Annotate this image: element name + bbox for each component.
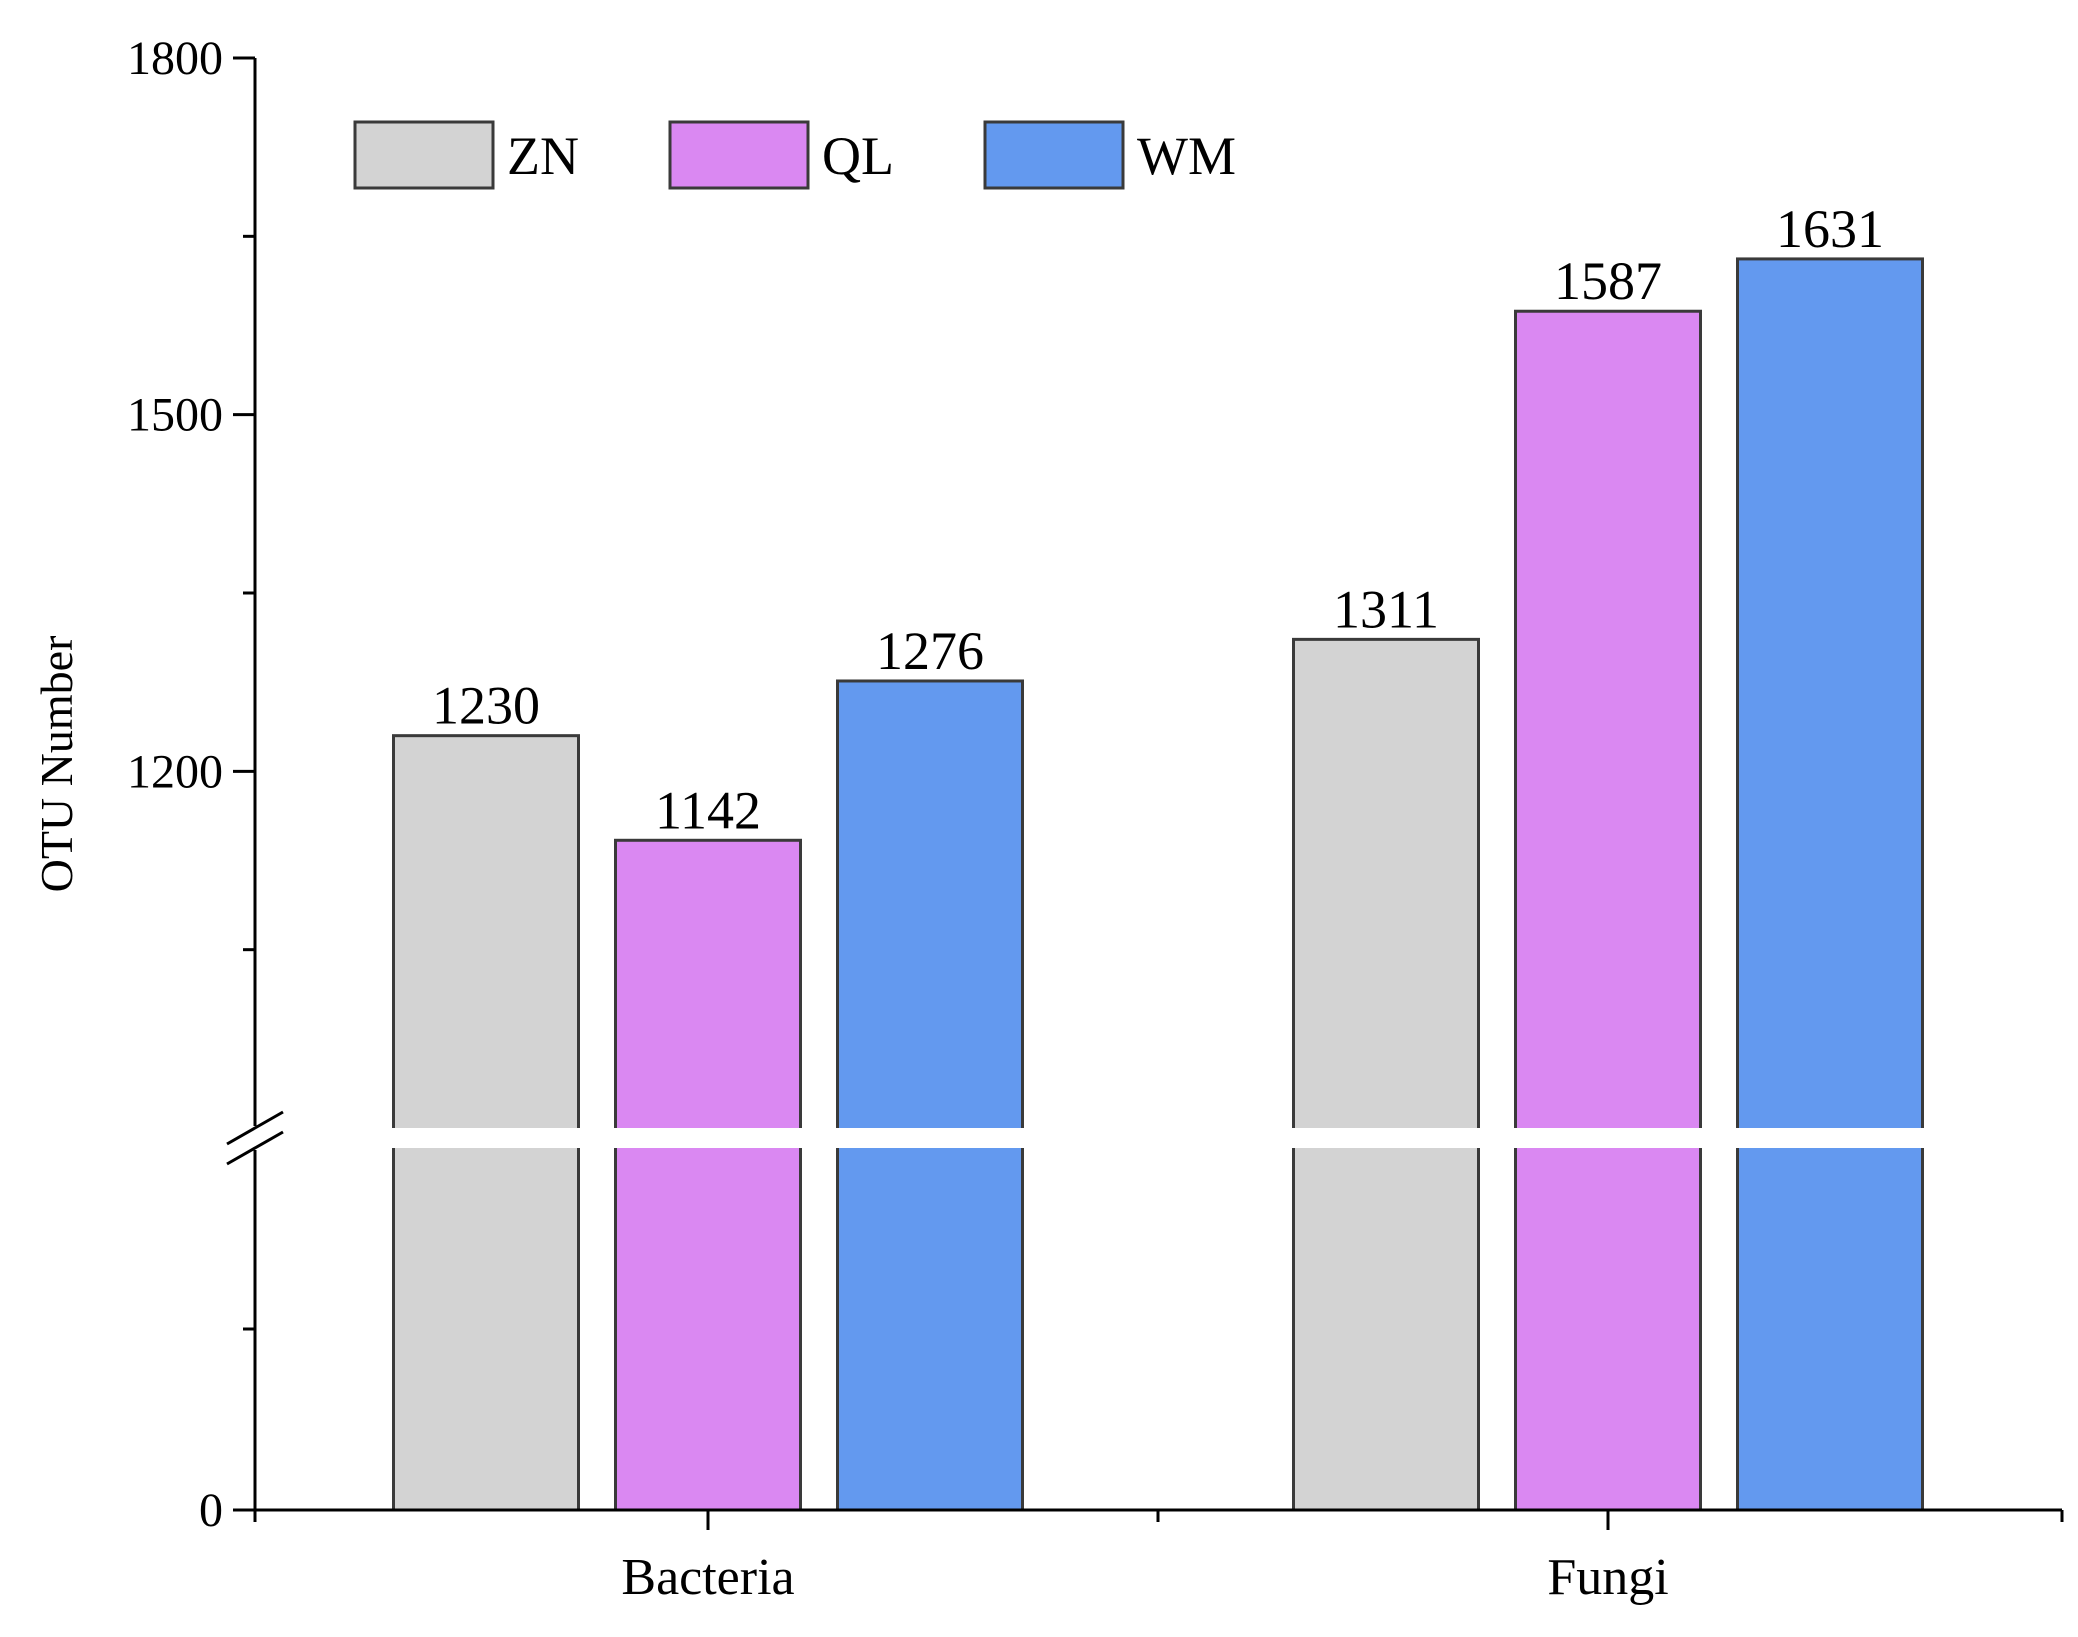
data-label-fungi-ql: 1587 — [1554, 251, 1662, 311]
legend-label-wm: WM — [1137, 126, 1236, 186]
bar-fungi-ql — [1514, 309, 1702, 1512]
legend: ZN QL WM — [353, 120, 1236, 190]
legend-label-ql: QL — [822, 126, 894, 186]
x-category-label: Fungi — [1547, 1549, 1668, 1606]
legend-swatch-ql — [668, 120, 810, 190]
bar-fungi-wm — [1736, 257, 1924, 1512]
y-axis-title: OTU Number — [31, 636, 82, 893]
data-label-bacteria-zn: 1230 — [432, 676, 540, 736]
data-labels-layer: 1230 1142 1276 1311 1587 1631 — [432, 199, 1884, 840]
y-tick-label: 1500 — [127, 389, 223, 442]
data-label-fungi-zn: 1311 — [1333, 579, 1439, 639]
bar-bacteria-wm — [836, 679, 1024, 1512]
legend-label-zn: ZN — [507, 126, 579, 186]
bar-bacteria-ql — [614, 838, 802, 1512]
bar-bacteria-zn — [392, 734, 580, 1512]
axis-break-mark — [226, 1130, 284, 1166]
axes-layer: 1200 1500 1800 0 Bacteria Fungi OTU Number — [31, 32, 2064, 1606]
legend-swatch-wm — [983, 120, 1125, 190]
y-tick-label: 0 — [199, 1484, 223, 1537]
x-category-label: Bacteria — [621, 1549, 794, 1606]
data-label-bacteria-wm: 1276 — [876, 621, 984, 681]
bar-fungi-zn — [1292, 637, 1480, 1512]
y-tick-label: 1200 — [127, 745, 223, 798]
axis-break-gap — [215, 1128, 1935, 1148]
axis-break — [215, 1110, 1935, 1166]
legend-swatch-zn — [353, 120, 495, 190]
bars-layer — [392, 257, 1924, 1512]
y-tick-label: 1800 — [127, 32, 223, 85]
data-label-fungi-wm: 1631 — [1776, 199, 1884, 259]
axis-break-mark — [226, 1110, 284, 1146]
data-label-bacteria-ql: 1142 — [655, 780, 761, 840]
